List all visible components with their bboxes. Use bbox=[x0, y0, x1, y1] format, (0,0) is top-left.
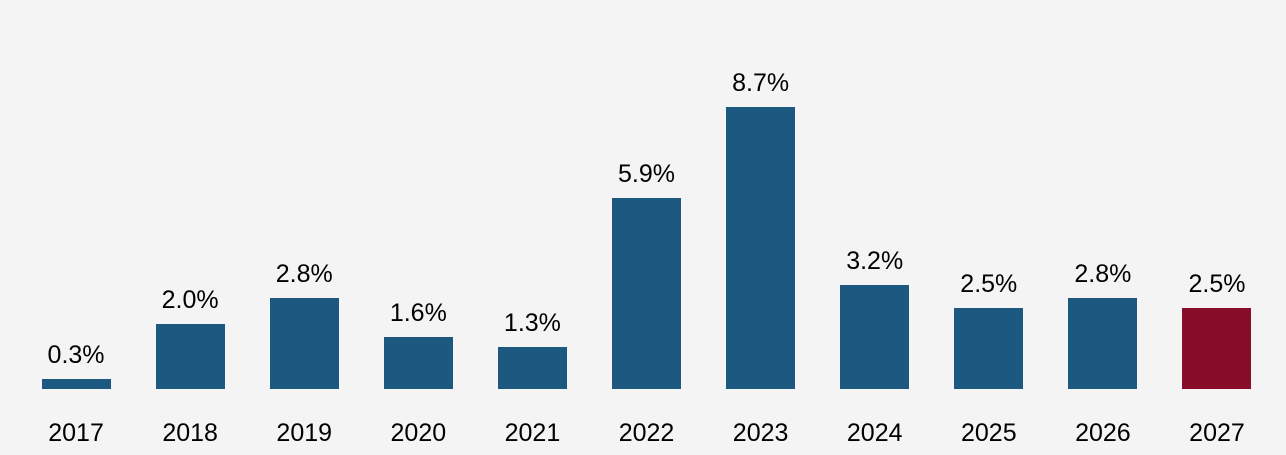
value-label: 1.6% bbox=[389, 299, 447, 328]
x-axis-tick-label: 2018 bbox=[162, 418, 218, 447]
bar bbox=[840, 285, 910, 389]
bar bbox=[383, 337, 453, 389]
value-label: 5.9% bbox=[618, 160, 675, 189]
bar-column: 2.8% 2019 bbox=[247, 0, 361, 455]
bar bbox=[1182, 308, 1252, 389]
value-label: 2.5% bbox=[1188, 270, 1246, 299]
value-label: 1.3% bbox=[503, 309, 561, 338]
bar bbox=[612, 198, 682, 389]
x-axis-tick-label: 2020 bbox=[390, 418, 447, 447]
bar-column: 2.0% 2018 bbox=[133, 0, 247, 455]
bar bbox=[954, 308, 1024, 389]
x-axis-tick-label: 2019 bbox=[276, 418, 333, 447]
x-axis-tick-label: 2023 bbox=[732, 418, 789, 447]
x-axis-tick-label: 2021 bbox=[504, 418, 561, 447]
bar-column: 8.7% 2023 bbox=[704, 0, 818, 455]
x-axis-tick-label: 2025 bbox=[960, 418, 1017, 447]
value-label: 0.3% bbox=[47, 341, 105, 370]
x-axis-tick-label: 2024 bbox=[846, 418, 903, 447]
bar bbox=[497, 347, 567, 389]
x-axis-tick-label: 2022 bbox=[618, 418, 675, 447]
value-label: 8.7% bbox=[732, 69, 790, 98]
value-label: 2.0% bbox=[161, 286, 219, 315]
bar-column: 2.8% 2026 bbox=[1046, 0, 1160, 455]
bar-column: 1.6% 2020 bbox=[361, 0, 475, 455]
bar bbox=[1068, 298, 1138, 389]
value-label: 2.5% bbox=[960, 270, 1018, 299]
bar bbox=[269, 298, 339, 389]
value-label: 2.8% bbox=[1074, 260, 1132, 289]
x-axis-tick-label: 2017 bbox=[48, 418, 104, 447]
bar-column: 2.5% 2027 bbox=[1160, 0, 1274, 455]
x-axis-tick-label: 2026 bbox=[1075, 418, 1131, 447]
value-label: 3.2% bbox=[846, 247, 904, 276]
bar-column: 0.3% 2017 bbox=[19, 0, 133, 455]
value-label: 2.8% bbox=[275, 260, 333, 289]
bar bbox=[726, 107, 796, 389]
bar-column: 2.5% 2025 bbox=[932, 0, 1046, 455]
bar bbox=[155, 324, 225, 389]
bar-column: 1.3% 2021 bbox=[475, 0, 589, 455]
bar-column: 5.9% 2022 bbox=[589, 0, 703, 455]
bar-column: 3.2% 2024 bbox=[818, 0, 932, 455]
x-axis-tick-label: 2027 bbox=[1189, 418, 1245, 447]
bar bbox=[41, 379, 111, 389]
